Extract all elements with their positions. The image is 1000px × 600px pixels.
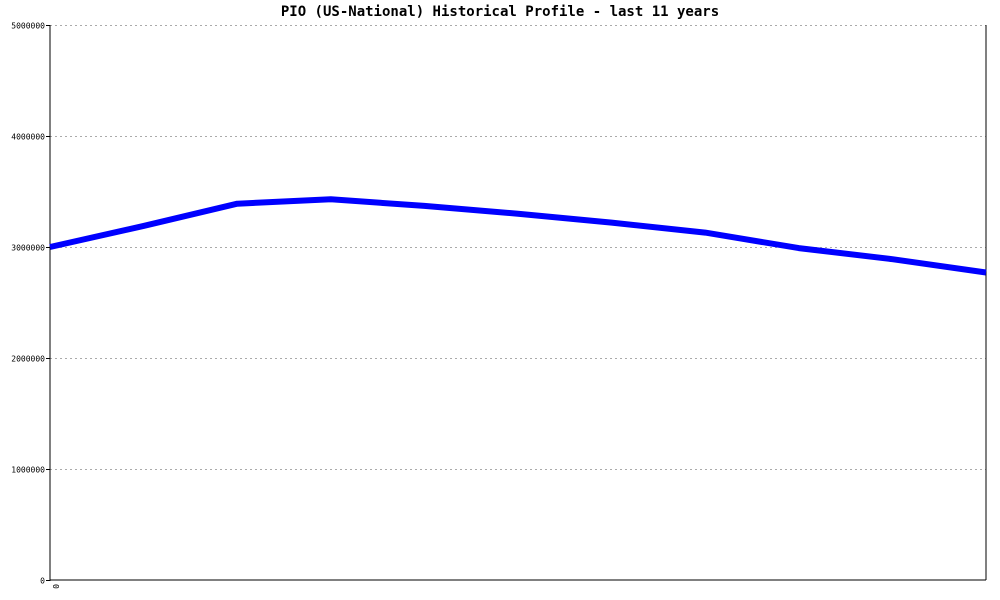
gridlines xyxy=(50,25,986,470)
series-lines xyxy=(49,196,987,276)
y-tick-label: 3000000 xyxy=(11,244,45,253)
y-tick-label: 0 xyxy=(40,577,45,586)
series-line xyxy=(49,196,987,276)
chart-title: PIO (US-National) Historical Profile - l… xyxy=(280,4,720,20)
x-tick-label: 0 xyxy=(51,584,60,589)
axes xyxy=(49,25,987,581)
y-tick-label: 4000000 xyxy=(11,133,45,142)
y-tick-labels: 0 1000000 2000000 3000000 4000000 5000000 xyxy=(11,22,50,586)
y-tick-label: 1000000 xyxy=(11,466,45,475)
x-tick-labels: 0 xyxy=(51,584,60,589)
y-tick-label: 5000000 xyxy=(11,22,45,31)
y-tick-label: 2000000 xyxy=(11,355,45,364)
